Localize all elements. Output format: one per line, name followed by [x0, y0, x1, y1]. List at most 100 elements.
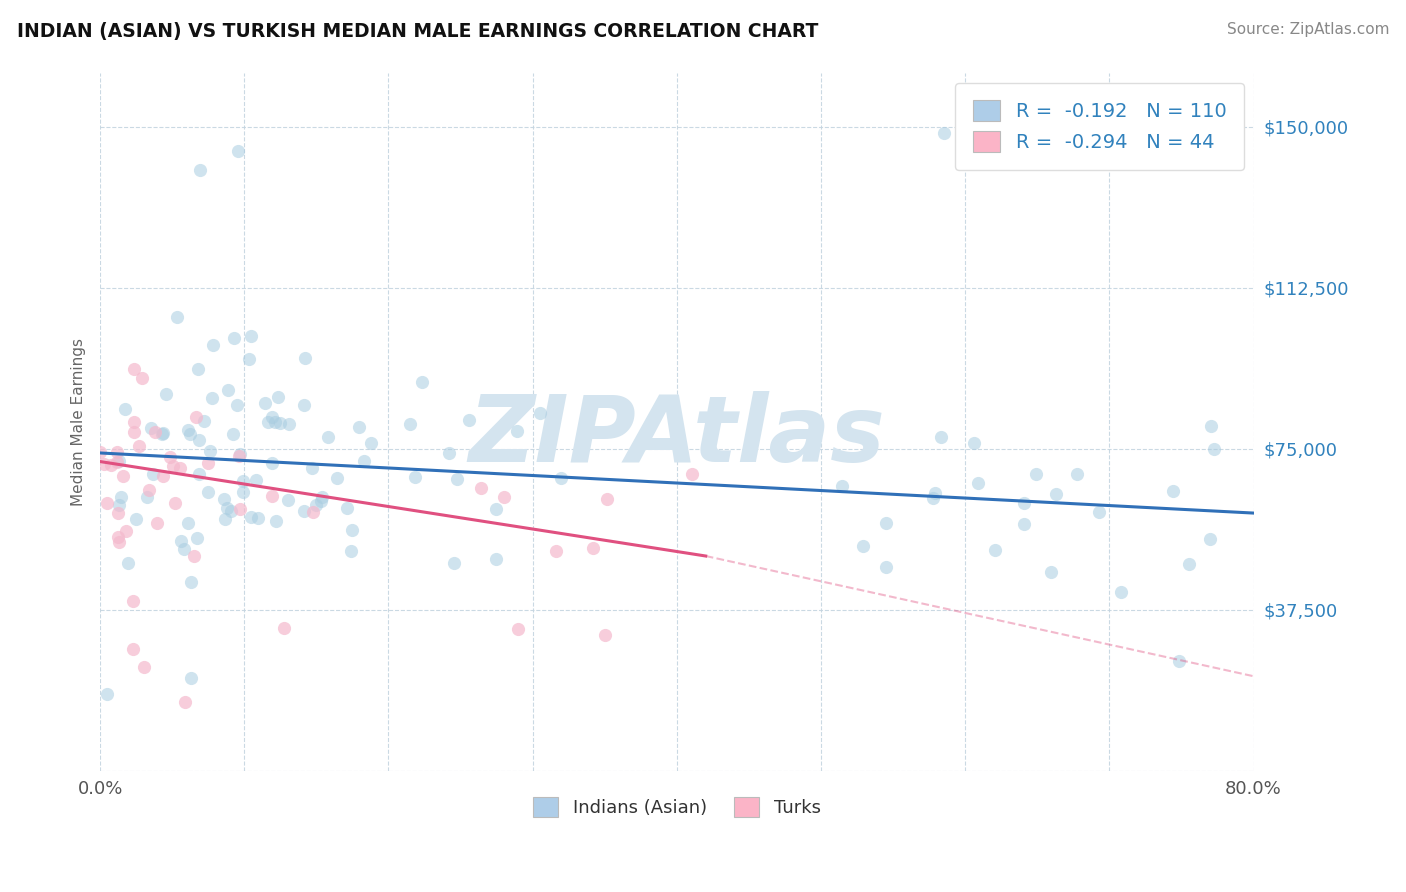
Point: [437, 446, 460, 460]
Point: [340, 544, 363, 558]
Point: [1109, 584, 1132, 599]
Point: [264, 514, 287, 528]
Point: [107, 506, 129, 520]
Point: [1045, 486, 1067, 500]
Point: [529, 406, 551, 420]
Text: INDIAN (ASIAN) VS TURKISH MEDIAN MALE EARNINGS CORRELATION CHART: INDIAN (ASIAN) VS TURKISH MEDIAN MALE EA…: [17, 22, 818, 41]
Point: [122, 362, 145, 376]
Point: [152, 469, 174, 483]
Point: [152, 426, 174, 441]
Point: [228, 449, 250, 463]
Point: [596, 491, 619, 506]
Point: [198, 444, 221, 458]
Point: [107, 444, 129, 458]
Point: [131, 370, 153, 384]
Point: [1199, 418, 1222, 433]
Text: Source: ZipAtlas.com: Source: ZipAtlas.com: [1226, 22, 1389, 37]
Text: ZIPAtlas: ZIPAtlas: [468, 391, 886, 481]
Point: [138, 483, 160, 498]
Point: [128, 439, 150, 453]
Point: [121, 593, 143, 607]
Point: [166, 310, 188, 324]
Point: [190, 162, 212, 177]
Point: [875, 516, 897, 530]
Point: [593, 628, 616, 642]
Point: [173, 541, 195, 556]
Point: [294, 398, 316, 412]
Point: [1025, 467, 1047, 481]
Point: [277, 417, 299, 431]
Point: [681, 467, 703, 481]
Point: [550, 471, 572, 485]
Point: [180, 671, 202, 685]
Point: [260, 410, 283, 425]
Point: [353, 454, 375, 468]
Point: [446, 472, 468, 486]
Point: [170, 534, 193, 549]
Point: [924, 485, 946, 500]
Point: [142, 467, 165, 481]
Point: [89, 444, 111, 458]
Point: [122, 425, 145, 439]
Point: [174, 696, 197, 710]
Point: [122, 642, 145, 657]
Point: [984, 543, 1007, 558]
Point: [122, 415, 145, 429]
Point: [188, 434, 211, 448]
Point: [875, 560, 897, 574]
Point: [145, 516, 167, 530]
Point: [263, 416, 285, 430]
Point: [202, 338, 225, 352]
Point: [934, 126, 956, 140]
Point: [117, 556, 139, 570]
Point: [180, 574, 202, 589]
Point: [443, 556, 465, 570]
Point: [1066, 467, 1088, 482]
Point: [219, 504, 242, 518]
Point: [347, 420, 370, 434]
Point: [145, 425, 167, 439]
Point: [188, 467, 211, 481]
Point: [326, 471, 349, 485]
Point: [457, 413, 479, 427]
Point: [404, 469, 426, 483]
Point: [470, 481, 492, 495]
Point: [253, 396, 276, 410]
Point: [107, 453, 129, 467]
Point: [165, 495, 187, 509]
Point: [96, 687, 118, 701]
Point: [215, 501, 238, 516]
Point: [1204, 442, 1226, 456]
Point: [125, 512, 148, 526]
Point: [136, 490, 159, 504]
Point: [506, 424, 529, 438]
Point: [544, 544, 567, 558]
Point: [262, 456, 284, 470]
Point: [169, 461, 191, 475]
Point: [114, 401, 136, 416]
Point: [212, 492, 235, 507]
Point: [224, 331, 246, 345]
Point: [316, 430, 339, 444]
Point: [922, 491, 945, 505]
Point: [929, 430, 952, 444]
Point: [232, 474, 254, 488]
Point: [217, 383, 239, 397]
Y-axis label: Median Male Earnings: Median Male Earnings: [72, 338, 86, 506]
Point: [831, 479, 853, 493]
Point: [200, 391, 222, 405]
Point: [336, 501, 359, 516]
Point: [492, 490, 515, 504]
Point: [239, 329, 262, 343]
Point: [360, 435, 382, 450]
Point: [340, 523, 363, 537]
Point: [132, 660, 155, 674]
Point: [107, 530, 129, 544]
Point: [309, 494, 332, 508]
Point: [155, 387, 177, 401]
Point: [311, 490, 333, 504]
Point: [1177, 557, 1199, 571]
Point: [197, 485, 219, 500]
Point: [294, 351, 316, 366]
Point: [176, 423, 198, 437]
